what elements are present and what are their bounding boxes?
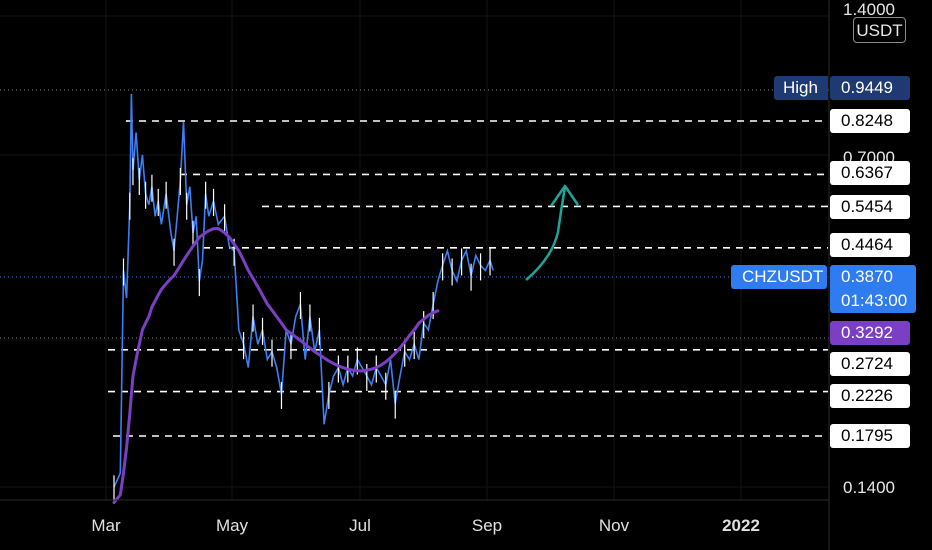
- arrow-head: [549, 184, 580, 207]
- x-tick-jul: Jul: [349, 516, 371, 535]
- level-label-4: 0.4464: [830, 233, 910, 257]
- x-tick-2022: 2022: [722, 516, 760, 535]
- projection-arrow: [525, 184, 580, 281]
- x-tick-nov: Nov: [598, 516, 630, 535]
- support-resistance-levels: [108, 120, 828, 437]
- countdown-value: 01:43:00: [841, 291, 908, 310]
- level-label-5: 0.2724: [830, 352, 910, 376]
- arrow-shaft: [525, 186, 567, 281]
- x-tick-may: May: [215, 516, 249, 535]
- x-tick-sep: Sep: [471, 516, 503, 535]
- x-tick-mar: Mar: [91, 516, 121, 535]
- price-series: [112, 93, 494, 505]
- level-label-1: 0.8248: [830, 109, 910, 133]
- grid-lines: [0, 0, 829, 500]
- moving-average-label: 0.3292: [830, 321, 910, 345]
- level-label-2: 0.6367: [830, 161, 910, 185]
- reference-lines: [0, 89, 829, 339]
- y-tick-1: 1.4000: [843, 0, 895, 19]
- level-label-3: 0.5454: [830, 195, 910, 219]
- high-value-label: 0.9449: [830, 76, 910, 100]
- level-label-6: 0.2226: [830, 384, 910, 408]
- moving-average-line: [112, 227, 440, 505]
- symbol-label: CHZUSDT: [731, 265, 827, 289]
- currency-unit-button[interactable]: USDT: [853, 17, 906, 43]
- y-tick-3: 0.1400: [843, 478, 895, 497]
- level-label-7: 0.1795: [830, 424, 910, 448]
- last-price-value: 0.3870: [841, 267, 893, 286]
- price-line: [113, 93, 494, 488]
- last-price-label: 0.3870 01:43:00: [830, 265, 916, 313]
- high-tag: High: [774, 76, 828, 100]
